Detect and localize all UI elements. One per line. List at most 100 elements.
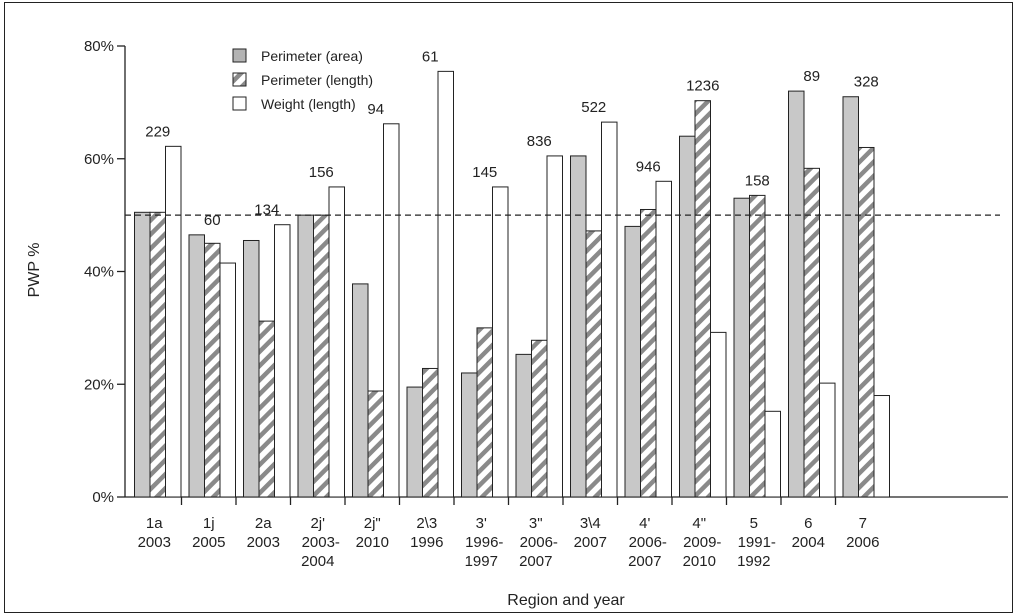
x-tick-label: 1a <box>146 515 163 532</box>
bar-weight-length <box>492 186 509 498</box>
bar-perimeter-area <box>243 239 260 498</box>
bar-perimeter-area <box>679 135 696 498</box>
x-tick-label: 2004 <box>792 534 825 551</box>
bar-perimeter-length <box>313 214 330 498</box>
x-tick-label: 1j <box>203 515 215 532</box>
bar-perimeter-length <box>531 339 548 498</box>
y-tick-label: 60% <box>84 151 114 168</box>
legend: Perimeter (area) Perimeter (length) Weight… <box>232 48 373 112</box>
legend-label: Perimeter (area) <box>261 48 363 64</box>
x-tick-label: 2006- <box>520 534 558 551</box>
x-tick-label: 1992 <box>737 553 770 570</box>
x-tick-label: 2010 <box>356 534 389 551</box>
bar-annotation: 61 <box>422 48 439 65</box>
chart-frame <box>4 2 1013 613</box>
bar-perimeter-area <box>515 353 532 498</box>
x-tick-label: 4' <box>639 515 650 532</box>
x-tick-label: 1991- <box>738 534 776 551</box>
legend-label: Perimeter (length) <box>261 72 373 88</box>
y-tick-label: 20% <box>84 376 114 393</box>
bar-weight-length <box>601 121 618 498</box>
bar-annotation: 158 <box>745 172 770 189</box>
bar-perimeter-area <box>188 234 205 498</box>
x-tick-label: 3' <box>476 515 487 532</box>
bar-weight-length <box>873 395 890 498</box>
bar-perimeter-area <box>134 211 151 498</box>
bar-annotations: 229 60 134 156 94 61 145 836 522 946 1236 158 89 328 <box>145 48 879 228</box>
bar-perimeter-area <box>297 214 314 498</box>
y-tick-label: 40% <box>84 264 114 281</box>
x-tick-label: 2003- <box>302 534 340 551</box>
bar-weight-length <box>710 331 727 498</box>
x-tick-label: 3\4 <box>580 515 601 532</box>
bar-weight-length <box>165 145 182 498</box>
y-tick-label: 80% <box>84 38 114 55</box>
bar-perimeter-area <box>842 96 859 498</box>
bar-perimeter-length <box>694 100 711 498</box>
bar-perimeter-length <box>149 211 166 498</box>
bar-weight-length <box>274 224 291 498</box>
x-tick-label: 2007 <box>519 553 552 570</box>
bar-annotation: 836 <box>527 133 552 150</box>
bars <box>134 70 890 498</box>
bar-annotation: 145 <box>472 164 497 181</box>
x-tick-label: 4" <box>692 515 706 532</box>
bar-weight-length <box>219 262 236 498</box>
bar-perimeter-length <box>640 208 657 498</box>
x-tick-label: 5 <box>750 515 758 532</box>
x-tick-label: 2005 <box>192 534 225 551</box>
x-tick-label: 1996- <box>465 534 503 551</box>
bar-perimeter-length <box>585 230 602 498</box>
bar-weight-length <box>819 382 836 498</box>
bar-annotation: 94 <box>367 101 384 118</box>
bar-perimeter-length <box>422 367 439 498</box>
bar-perimeter-area <box>461 372 478 498</box>
x-tick-label: 2006- <box>629 534 667 551</box>
bar-perimeter-length <box>858 146 875 498</box>
bar-annotation: 89 <box>803 68 820 85</box>
bar-annotation: 60 <box>204 212 221 229</box>
bar-annotation: 522 <box>581 99 606 116</box>
bar-annotation: 946 <box>636 158 661 175</box>
bar-perimeter-length <box>258 320 275 498</box>
bar-weight-length <box>437 70 454 498</box>
bar-perimeter-length <box>204 242 221 498</box>
bar-weight-length <box>546 155 563 498</box>
y-tick-label: 0% <box>92 489 114 506</box>
x-tick-label: 2\3 <box>416 515 437 532</box>
legend-swatch-perimeter-area <box>232 48 247 63</box>
bar-annotation: 1236 <box>686 78 719 95</box>
x-tick-label: 2007 <box>628 553 661 570</box>
x-tick-label: 2007 <box>574 534 607 551</box>
x-tick-label: 1997 <box>465 553 498 570</box>
x-tick-label: 2009- <box>683 534 721 551</box>
x-tick-label: 1996 <box>410 534 443 551</box>
bar-perimeter-length <box>803 167 820 498</box>
bar-perimeter-length <box>367 390 384 498</box>
legend-label: Weight (length) <box>261 96 356 112</box>
bar-annotation: 328 <box>854 74 879 91</box>
bar-perimeter-area <box>788 90 805 498</box>
x-tick-label: 2004 <box>301 553 334 570</box>
x-tick-label: 2a <box>255 515 272 532</box>
bar-annotation: 134 <box>254 202 279 219</box>
bar-perimeter-area <box>733 197 750 498</box>
bar-weight-length <box>655 180 672 498</box>
x-axis-label: Region and year <box>507 592 625 609</box>
x-tick-label: 2006 <box>846 534 879 551</box>
bar-annotation: 229 <box>145 123 170 140</box>
bar-weight-length <box>764 410 781 498</box>
bar-perimeter-area <box>570 155 587 498</box>
x-tick-label: 2003 <box>247 534 280 551</box>
x-tick-label: 2j" <box>364 515 381 532</box>
y-axis-label: PWP % <box>26 243 43 298</box>
x-tick-label: 2003 <box>138 534 171 551</box>
x-tick-label: 2010 <box>683 553 716 570</box>
x-tick-label: 6 <box>804 515 812 532</box>
bar-perimeter-area <box>406 386 423 498</box>
axes: 0% 20% 40% 60% 80% 1a 2003 1j 2005 2a 2003 2j' 2003-… <box>84 38 1008 570</box>
bar-perimeter-length <box>476 327 493 498</box>
x-tick-label: 7 <box>859 515 867 532</box>
bar-perimeter-length <box>749 194 766 498</box>
